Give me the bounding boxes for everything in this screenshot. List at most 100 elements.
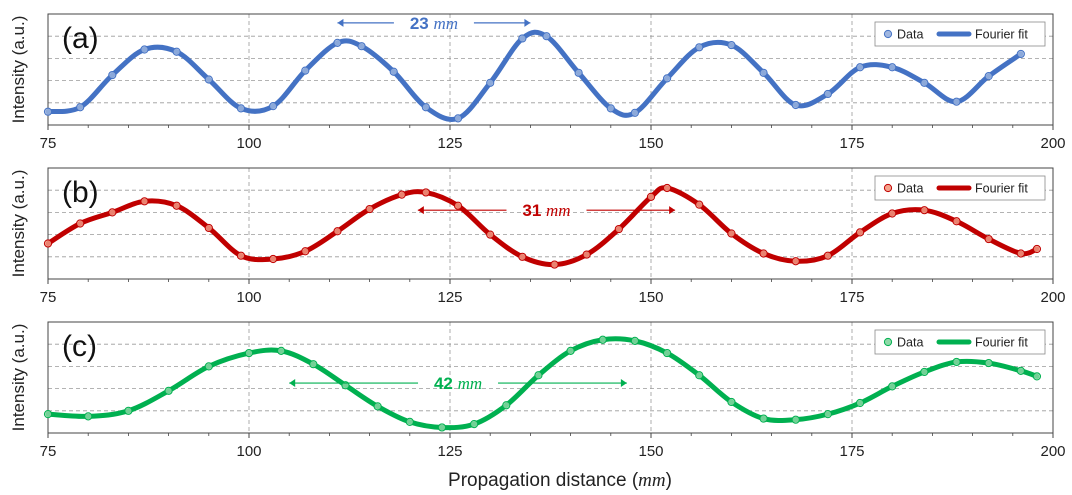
data-point: [695, 43, 704, 52]
arrowhead-left: [289, 379, 296, 388]
data-point: [518, 252, 527, 261]
y-axis-label: Intensity (a.u.): [9, 16, 28, 124]
legend: Data Fourier fit: [874, 21, 1046, 47]
panel-1-x-ticks: 75 100 125 150 175 200: [40, 125, 1066, 152]
data-point: [421, 188, 430, 197]
data-point: [727, 229, 736, 238]
x-tick-label: 125: [437, 135, 462, 152]
data-point: [172, 201, 181, 210]
annotation-text: 23 mm: [410, 14, 458, 33]
data-point: [453, 201, 463, 210]
data-point: [646, 192, 656, 201]
panel-3-frame: [47, 321, 1054, 434]
data-point: [518, 34, 527, 43]
data-point: [204, 223, 213, 233]
data-point: [952, 97, 961, 106]
data-point: [574, 68, 583, 77]
data-point: [855, 63, 865, 72]
x-tick-label: 100: [236, 135, 261, 152]
arrowhead-right: [669, 206, 676, 215]
data-point: [791, 415, 800, 424]
data-point: [888, 209, 897, 218]
data-point: [630, 336, 640, 345]
data-point: [204, 362, 213, 371]
data-point: [357, 42, 366, 51]
legend-fit-label: Fourier fit: [975, 336, 1028, 350]
data-point: [453, 114, 463, 123]
y-axis-label: Intensity (a.u.): [9, 324, 28, 432]
svg-text:Propagation distance (m: Propagation distance (mm): [448, 470, 672, 491]
data-point: [534, 371, 543, 380]
data-point: [470, 420, 479, 429]
data-point: [791, 100, 800, 110]
data-point: [662, 183, 672, 193]
data-point: [172, 47, 181, 56]
data-point: [1016, 366, 1025, 375]
data-point: [614, 224, 623, 234]
x-tick-label: 150: [638, 135, 663, 152]
data-point: [140, 197, 149, 206]
data-point: [140, 45, 149, 54]
period-annotation: 42 mm: [289, 374, 627, 393]
data-point: [1016, 249, 1025, 258]
annotation-unit: mm: [433, 14, 458, 33]
data-point: [204, 75, 213, 84]
arrowhead-right: [620, 379, 627, 388]
data-point: [76, 219, 85, 228]
data-point: [695, 200, 704, 209]
legend-data-label: Data: [897, 28, 923, 42]
x-tick-label: 175: [839, 443, 864, 460]
period-annotation: 31 mm: [417, 201, 676, 220]
data-point: [43, 239, 53, 248]
x-axis-title-text: Propagation distance: [448, 470, 627, 491]
data-point: [823, 89, 832, 99]
data-point: [727, 397, 736, 407]
series-data-points: [43, 183, 1042, 269]
data-point: [952, 357, 961, 367]
data-point: [823, 410, 832, 419]
x-tick-label: 75: [40, 135, 57, 152]
x-tick-label: 100: [236, 289, 261, 306]
data-point: [164, 386, 173, 395]
data-point: [269, 102, 278, 111]
legend-data-marker: [883, 337, 893, 347]
data-point: [405, 417, 414, 426]
data-point: [920, 206, 929, 215]
x-axis-title: Propagation distance (mm): [448, 470, 672, 491]
data-point: [566, 346, 575, 355]
series-data-points: [43, 32, 1025, 123]
data-point: [108, 70, 117, 80]
annotation-unit: mm: [458, 374, 483, 393]
data-point: [1032, 244, 1042, 254]
x-tick-label: 75: [40, 443, 57, 460]
x-tick-label: 200: [1040, 289, 1065, 306]
data-point: [373, 402, 382, 411]
x-tick-label: 150: [638, 289, 663, 306]
annotation-value: 31: [522, 201, 546, 220]
data-point: [759, 414, 768, 423]
data-point: [984, 234, 993, 244]
annotation-value: 23: [410, 14, 434, 33]
data-point: [1032, 372, 1042, 381]
y-axis-label: Intensity (a.u.): [9, 170, 28, 278]
data-point: [309, 360, 318, 369]
data-point: [855, 228, 865, 237]
arrowhead-right: [524, 18, 531, 27]
data-point: [421, 103, 430, 112]
data-point: [984, 358, 993, 368]
data-point: [269, 254, 278, 264]
data-point: [301, 66, 310, 75]
panel-3-grid: [48, 322, 1053, 433]
legend-fit-label: Fourier fit: [975, 28, 1028, 42]
x-tick-label: 125: [437, 289, 462, 306]
data-point: [124, 406, 133, 415]
panel-label: (a): [62, 22, 99, 55]
x-tick-label: 100: [236, 443, 261, 460]
data-point: [662, 74, 672, 83]
data-point: [759, 68, 768, 77]
data-point: [365, 204, 374, 214]
data-point: [888, 382, 897, 391]
panel-label: (c): [62, 330, 97, 363]
data-point: [598, 335, 607, 344]
